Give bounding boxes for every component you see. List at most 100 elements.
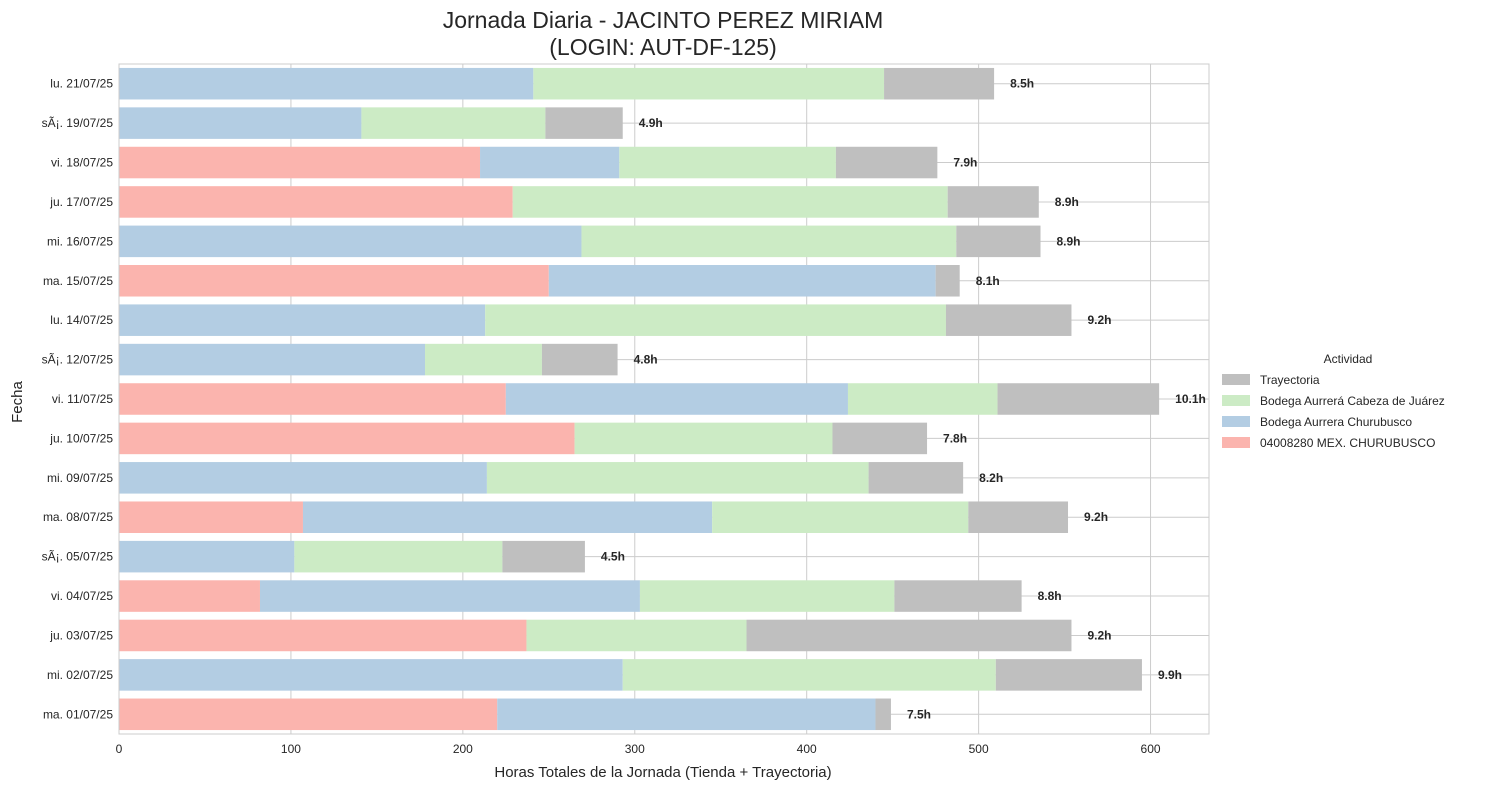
bar-segment xyxy=(502,540,585,573)
bar-segment xyxy=(541,343,618,376)
total-label: 8.5h xyxy=(1010,77,1034,91)
bar-segment xyxy=(945,304,1072,336)
total-label: 9.2h xyxy=(1084,510,1108,524)
legend-swatch xyxy=(1222,437,1250,448)
y-tick-label: sÃ¡. 19/07/25 xyxy=(42,116,114,130)
bar-segment xyxy=(119,265,549,297)
bar-segment xyxy=(533,67,885,100)
bar-segment xyxy=(997,383,1160,415)
bar-segment xyxy=(581,225,957,258)
legend-swatch xyxy=(1222,416,1250,427)
bar-segment xyxy=(968,501,1069,533)
y-tick-label: lu. 14/07/25 xyxy=(50,313,113,327)
bar-segment xyxy=(294,540,503,573)
x-tick-label: 500 xyxy=(969,742,989,756)
bar-segment xyxy=(884,67,995,100)
bar-segment xyxy=(119,304,486,336)
total-label: 7.9h xyxy=(953,156,977,170)
bar-segment xyxy=(119,698,498,731)
y-tick-label: sÃ¡. 12/07/25 xyxy=(42,353,114,367)
bar-segment xyxy=(497,698,876,731)
bar-segment xyxy=(548,265,936,297)
bar-segment xyxy=(712,501,969,533)
bar-segment xyxy=(835,146,938,179)
bar-segment xyxy=(119,225,582,258)
total-label: 4.9h xyxy=(639,116,663,130)
legend-entry: 04008280 MEX. CHURUBUSCO xyxy=(1260,436,1435,450)
bar-segment xyxy=(119,107,362,139)
total-label: 8.9h xyxy=(1057,234,1081,248)
y-tick-label: ma. 01/07/25 xyxy=(43,707,113,721)
legend: Actividad Trayectoria Bodega Aurrerá Cabe… xyxy=(1222,352,1445,450)
y-tick-label: ma. 15/07/25 xyxy=(43,274,113,288)
plot-frame xyxy=(118,63,1210,735)
x-tick-label: 300 xyxy=(625,742,645,756)
legend-swatch xyxy=(1222,395,1250,406)
bar-segment xyxy=(119,580,260,612)
bar-segment xyxy=(622,659,996,691)
chart-title-line2: (LOGIN: AUT-DF-125) xyxy=(549,34,776,60)
bar-segment xyxy=(947,186,1039,218)
x-tick-label: 600 xyxy=(1141,742,1161,756)
bar-segment xyxy=(746,619,1072,652)
y-tick-label: ju. 10/07/25 xyxy=(49,431,113,445)
bar-segment xyxy=(894,580,1022,612)
bar-segment xyxy=(875,698,891,731)
y-axis-label: Fecha xyxy=(9,381,26,423)
bar-segment xyxy=(119,422,575,455)
bar-segment xyxy=(526,619,747,652)
bar-segment xyxy=(486,462,869,494)
bar-segment xyxy=(480,146,620,179)
legend-entry: Trayectoria xyxy=(1260,373,1320,387)
x-tick-label: 200 xyxy=(453,742,473,756)
bar-segment xyxy=(956,225,1041,258)
y-tick-label: vi. 11/07/25 xyxy=(52,392,113,406)
bar-segment xyxy=(868,462,964,494)
total-label: 9.9h xyxy=(1158,668,1182,682)
bar-segment xyxy=(512,186,948,218)
bar-segment xyxy=(361,107,546,139)
bar-segment xyxy=(119,343,426,376)
bar-segment xyxy=(847,383,998,415)
bar-segment xyxy=(119,186,513,218)
y-tick-label: ma. 08/07/25 xyxy=(43,510,113,524)
x-tick-label: 400 xyxy=(797,742,817,756)
bar-segment xyxy=(119,67,534,100)
bar-segment xyxy=(119,383,506,415)
legend-entry: Bodega Aurrerá Cabeza de Juárez xyxy=(1260,394,1445,408)
total-label: 9.2h xyxy=(1087,313,1111,327)
bar-segment xyxy=(574,422,833,455)
total-label: 7.8h xyxy=(943,431,967,445)
bar-segment xyxy=(119,146,481,179)
bar-segment xyxy=(485,304,946,336)
y-tick-label: vi. 18/07/25 xyxy=(51,156,113,170)
bar-segment xyxy=(995,659,1142,691)
bar-segment xyxy=(619,146,836,179)
legend-swatch xyxy=(1222,374,1250,385)
total-label: 8.8h xyxy=(1038,589,1062,603)
y-tick-label: sÃ¡. 05/07/25 xyxy=(42,550,114,564)
y-tick-label: vi. 04/07/25 xyxy=(51,589,113,603)
bar-segment xyxy=(425,343,542,376)
total-label: 4.5h xyxy=(601,550,625,564)
y-tick-label: mi. 09/07/25 xyxy=(47,471,113,485)
bar-segment xyxy=(505,383,848,415)
bar-segment xyxy=(119,659,623,691)
bar-segment xyxy=(119,501,303,533)
bar-segment xyxy=(545,107,623,139)
total-label: 8.9h xyxy=(1055,195,1079,209)
bar-segment xyxy=(119,619,527,652)
total-label: 8.1h xyxy=(976,274,1000,288)
x-tick-label: 0 xyxy=(116,742,123,756)
x-axis-label: Horas Totales de la Jornada (Tienda + Tr… xyxy=(494,764,831,781)
bar-segment xyxy=(639,580,895,612)
x-tick-label: 100 xyxy=(281,742,301,756)
total-label: 7.5h xyxy=(907,707,931,721)
total-label: 9.2h xyxy=(1087,628,1111,642)
legend-entry: Bodega Aurrera Churubusco xyxy=(1260,415,1412,429)
bar-segment xyxy=(259,580,640,612)
total-label: 4.8h xyxy=(634,353,658,367)
y-tick-label: ju. 17/07/25 xyxy=(49,195,113,209)
y-tick-label: lu. 21/07/25 xyxy=(50,77,113,91)
